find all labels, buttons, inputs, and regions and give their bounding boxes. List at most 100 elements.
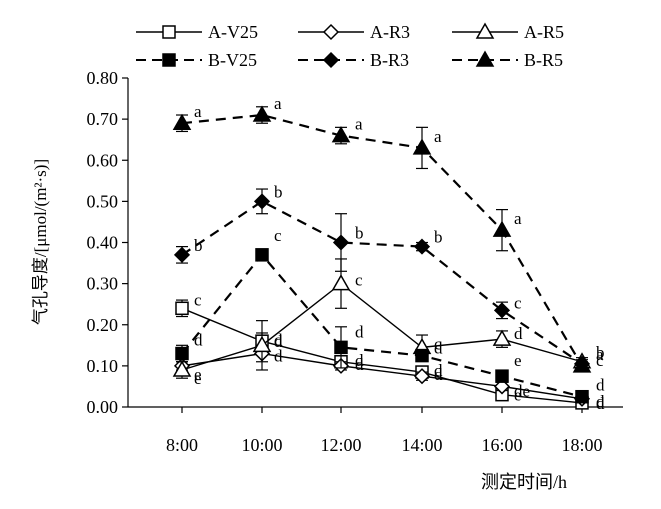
x-tick-label: 8:00 — [166, 435, 198, 455]
legend-marker — [475, 50, 495, 67]
y-tick-label: 0.00 — [87, 397, 119, 417]
legend-item-b-v25: B-V25 — [136, 50, 257, 70]
series-line — [181, 253, 583, 398]
data-point — [575, 389, 589, 404]
series-b-r5: a a a a a a — [172, 94, 604, 373]
significance-label: d — [355, 355, 364, 374]
legend-item-a-r5: A-R5 — [452, 22, 564, 42]
y-tick-label: 0.30 — [87, 274, 119, 294]
significance-label: d — [434, 339, 443, 358]
significance-label: d — [194, 331, 203, 350]
significance-label: b — [434, 228, 443, 247]
significance-label: d — [596, 392, 605, 411]
significance-label: c — [274, 226, 282, 245]
data-point — [252, 105, 272, 122]
y-tick-label: 0.80 — [87, 68, 119, 88]
significance-label: d — [596, 394, 605, 413]
legend-label: A-R5 — [524, 22, 564, 42]
significance-label: c — [194, 290, 202, 309]
significance-label: d — [355, 322, 364, 341]
significance-label: c — [355, 271, 363, 290]
legend-marker — [322, 23, 340, 41]
x-ticks: 8:00 10:00 12:00 14:00 16:00 18:00 — [166, 407, 603, 455]
significance-label: d — [274, 330, 283, 349]
legend-label: B-R5 — [524, 50, 563, 70]
significance-label: c — [596, 351, 604, 370]
significance-label: a — [355, 115, 363, 134]
significance-label: d — [596, 376, 605, 395]
legend-item-a-v25: A-V25 — [136, 22, 258, 42]
significance-label: d — [434, 365, 443, 384]
data-point — [412, 138, 432, 155]
data-point — [492, 220, 512, 237]
x-tick-label: 16:00 — [481, 435, 522, 455]
y-tick-label: 0.10 — [87, 356, 119, 376]
data-point — [492, 329, 512, 346]
significance-label: a — [274, 94, 282, 113]
legend-item-a-r3: A-R3 — [298, 22, 410, 42]
x-tick-label: 10:00 — [241, 435, 282, 455]
significance-label: b — [355, 224, 364, 243]
series-line — [181, 352, 583, 400]
data-point — [334, 340, 348, 355]
data-point — [175, 346, 189, 361]
y-ticks: 0.00 0.10 0.20 0.30 0.40 0.50 0.60 0.70 0.80 — [87, 68, 128, 417]
significance-label: d — [434, 361, 443, 380]
significance-label: a — [434, 127, 442, 146]
data-point — [255, 248, 269, 262]
data-point — [495, 369, 509, 383]
x-axis-title: 测定时间/h — [481, 472, 567, 492]
legend: A-V25 A-R3 A-R5 B-V25 B-R3 B-R5 — [136, 22, 564, 70]
legend-item-b-r3: B-R3 — [298, 50, 409, 70]
significance-label: d — [274, 347, 283, 366]
legend-item-b-r5: B-R5 — [452, 50, 563, 70]
data-point — [252, 335, 272, 353]
significance-label: b — [274, 182, 283, 201]
significance-label: a — [514, 209, 522, 228]
series-line — [181, 307, 583, 404]
significance-label: b — [194, 236, 203, 255]
data-point — [175, 301, 189, 316]
data-point — [172, 113, 192, 130]
data-point — [415, 348, 429, 363]
series-line — [181, 282, 583, 371]
data-point — [493, 378, 511, 395]
significance-label: de — [514, 381, 530, 400]
series-line — [181, 200, 583, 365]
significance-label: a — [596, 345, 604, 364]
legend-label: B-V25 — [208, 50, 257, 70]
significance-label: d — [514, 324, 523, 343]
significance-label: c — [434, 334, 442, 353]
data-point — [253, 193, 271, 210]
y-tick-label: 0.50 — [87, 191, 119, 211]
significance-label: c — [514, 293, 522, 312]
data-point — [493, 302, 511, 319]
data-point — [331, 274, 351, 291]
legend-marker — [162, 25, 176, 39]
y-tick-label: 0.20 — [87, 315, 119, 335]
legend-label: A-V25 — [208, 22, 258, 42]
data-point — [332, 234, 350, 251]
data-point — [572, 356, 592, 373]
data-point — [413, 238, 431, 255]
x-tick-label: 14:00 — [401, 435, 442, 455]
y-tick-label: 0.40 — [87, 233, 119, 253]
significance-label: a — [194, 102, 202, 121]
data-point — [172, 360, 192, 377]
x-tick-label: 18:00 — [561, 435, 602, 455]
y-axis-title: 气孔导度/[μmol/(m²·s)] — [31, 159, 50, 325]
y-tick-label: 0.70 — [87, 109, 119, 129]
data-point — [173, 246, 191, 263]
significance-label: e — [194, 369, 202, 388]
significance-label: d — [355, 351, 364, 370]
series-b-r3: bbb bcb — [173, 182, 605, 372]
legend-label: A-R3 — [370, 22, 410, 42]
significance-label: d — [274, 332, 283, 351]
legend-marker — [475, 22, 495, 39]
data-point — [331, 126, 351, 143]
significance-label: e — [194, 365, 202, 384]
